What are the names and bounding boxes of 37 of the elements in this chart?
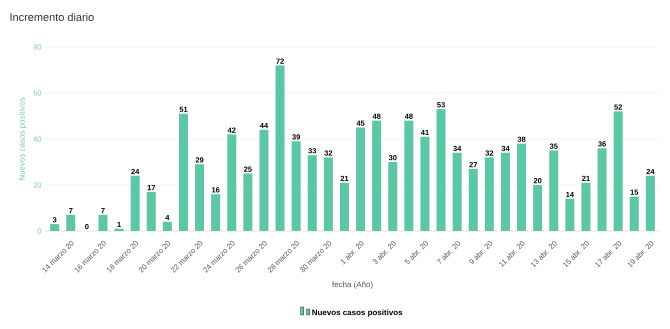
bar [630,196,639,231]
bar [340,182,349,231]
bar [66,214,76,231]
bar [356,128,366,231]
bar [452,152,462,231]
bar [565,198,574,231]
bar [581,182,590,231]
bar [646,176,655,231]
bar [614,111,623,231]
bar [50,224,60,231]
bar [324,157,333,231]
bar [598,148,607,231]
bar [130,176,140,231]
bar [276,65,285,231]
bar [259,130,268,231]
bar [308,155,317,231]
bar [533,185,542,231]
bar [98,214,108,231]
bar [227,134,236,231]
bar [484,157,494,231]
bar [372,120,382,231]
bar [436,109,446,231]
bar [243,174,252,231]
bar [500,152,510,231]
bar [146,192,156,231]
bar [468,168,478,231]
bar [549,150,558,231]
bar [404,120,414,231]
chart-title: Incremento diario [10,12,94,22]
bar [292,141,301,231]
bar [517,144,526,231]
bar [178,114,188,231]
bar [211,194,220,231]
bar [388,162,398,231]
bar [162,222,172,231]
bar [195,164,204,231]
bar [420,136,430,231]
